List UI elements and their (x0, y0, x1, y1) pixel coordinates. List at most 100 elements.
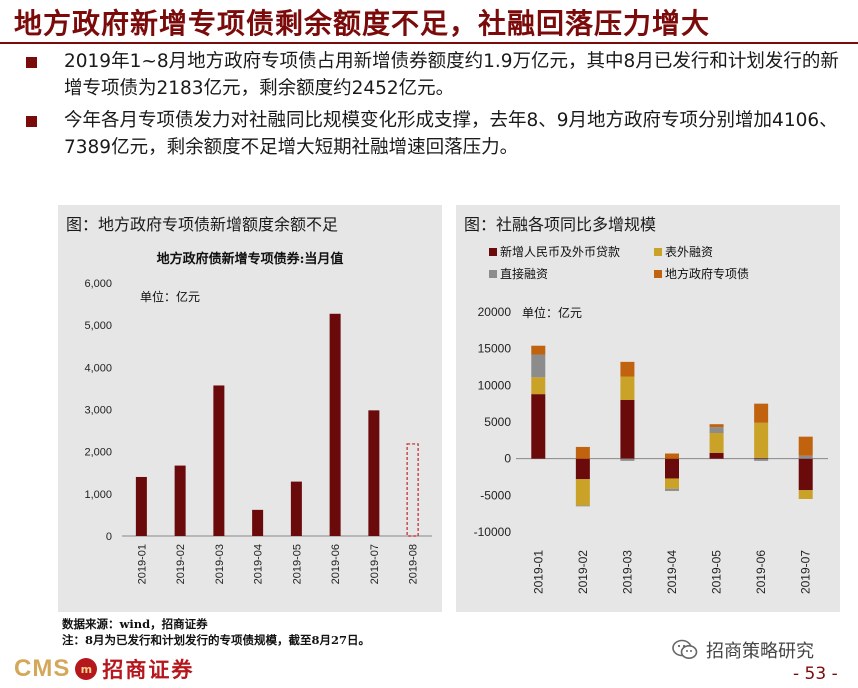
x-tick-label: 2019-06 (754, 550, 768, 594)
y-tick-label: 3,000 (84, 405, 112, 417)
bar-segment-2019-02-2 (575, 505, 590, 507)
bullet-text: 今年各月专项债发力对社融同比规模变化形成支撑，去年8、9月地方政府专项分别增加4… (64, 110, 838, 158)
bar-segment-2019-03-1 (620, 376, 635, 400)
bar-segment-2019-03-2 (620, 458, 635, 461)
bar-segment-2019-07-3 (798, 436, 813, 456)
bar-segment-2019-06-0 (754, 457, 769, 459)
bar-segment-2019-05-0 (709, 452, 724, 459)
chart-title: 地方政府债新增专项债券:当月值 (157, 251, 344, 267)
wechat-account: 招商策略研究 (672, 638, 814, 662)
x-tick-label: 2019-04 (665, 550, 679, 594)
x-tick-label: 2019-02 (175, 544, 187, 584)
y-tick-label: -5000 (480, 488, 511, 502)
bar-segment-2019-04-2 (665, 488, 679, 491)
bullet-list: 2019年1~8月地方政府专项债占用新增债券额度约1.9万亿元，其中8月已发行和… (22, 48, 842, 166)
bar-segment-2019-05-1 (709, 433, 724, 453)
bar-segment-2019-04-0 (665, 458, 679, 479)
bullet-text: 2019年1~8月地方政府专项债占用新增债券额度约1.9万亿元，其中8月已发行和… (64, 51, 839, 99)
bar-2019-04 (252, 509, 264, 536)
legend-swatch (654, 248, 662, 256)
bar-segment-2019-04-3 (665, 453, 679, 459)
x-tick-label: 2019-07 (369, 544, 381, 584)
bar-segment-2019-03-3 (620, 361, 635, 377)
x-tick-label: 2019-03 (214, 544, 226, 584)
bar-segment-2019-06-3 (754, 403, 769, 423)
bar-segment-2019-05-2 (709, 427, 724, 433)
y-tick-label: 5000 (484, 415, 511, 429)
unit-label: 单位：亿元 (522, 305, 582, 320)
left-panel-title: 图：地方政府专项债新增额度余额不足 (66, 215, 339, 234)
logo-chinese-text: 招商证券 (102, 657, 195, 682)
y-tick-label: -10000 (474, 525, 512, 539)
company-logo: CMS m 招商证券 (14, 654, 194, 684)
unit-label: 单位：亿元 (140, 289, 200, 304)
bar-2019-03 (213, 385, 225, 536)
bar-segment-2019-07-1 (798, 490, 813, 499)
bar-2019-08 (406, 443, 419, 537)
bar-segment-2019-04-1 (665, 478, 679, 489)
page-title: 地方政府新增专项债剩余额度不足，社融回落压力增大 (14, 7, 711, 40)
legend-swatch (654, 270, 662, 278)
logo-cms-text: CMS (14, 655, 71, 682)
y-tick-label: 6,000 (84, 278, 112, 290)
x-tick-label: 2019-03 (620, 550, 634, 594)
x-tick-label: 2019-07 (799, 550, 813, 594)
bullet-item-1: 2019年1~8月地方政府专项债占用新增债券额度约1.9万亿元，其中8月已发行和… (22, 48, 842, 102)
y-tick-label: 4,000 (84, 362, 112, 374)
bar-segment-2019-07-0 (798, 458, 813, 491)
y-tick-label: 15000 (478, 342, 512, 356)
x-tick-label: 2019-01 (531, 550, 545, 594)
right-panel-title: 图：社融各项同比多增规模 (464, 215, 657, 234)
bar-2019-02 (174, 465, 186, 536)
bar-segment-2019-01-0 (531, 394, 546, 459)
page-number: - 53 - (793, 664, 838, 684)
legend-label: 地方政府专项债 (665, 266, 749, 281)
y-tick-label: 0 (504, 452, 511, 466)
bar-2019-07 (368, 410, 380, 536)
logo-mark-icon: m (75, 658, 98, 680)
x-tick-label: 2019-04 (253, 544, 265, 584)
left-chart-panel: 地方政府债新增专项债券:当月值单位：亿元 0 1,000 2,000 3,000 4,00… (58, 205, 442, 612)
bar-segment-2019-01-1 (531, 377, 546, 395)
bar-segment-2019-07-2 (798, 455, 813, 459)
bar-2019-05 (290, 481, 302, 536)
bar-segment-2019-02-3 (575, 446, 590, 459)
bar-2019-01 (135, 476, 147, 536)
bar-segment-2019-05-3 (709, 424, 724, 428)
y-tick-label: 10000 (478, 378, 512, 392)
title-divider (0, 42, 858, 44)
x-tick-label: 2019-05 (710, 550, 724, 594)
chart-notes: 数据来源：wind，招商证券 注：8月为已发行和计划发行的专项债规模，截至8月2… (62, 616, 370, 648)
wechat-account-name: 招商策略研究 (706, 641, 814, 662)
footnote: 注：8月为已发行和计划发行的专项债规模，截至8月27日。 (62, 633, 371, 647)
data-source: 数据来源：wind，招商证券 (62, 617, 208, 631)
y-tick-label: 1,000 (84, 489, 112, 501)
x-tick-label: 2019-01 (136, 544, 148, 584)
bar-segment-2019-06-2 (754, 458, 769, 461)
bullet-square-icon (26, 57, 37, 68)
bar-segment-2019-02-1 (575, 479, 590, 506)
right-chart-panel: 新增人民币及外币贷款 表外融资直接融资 地方政府专项债单位：亿元 -10000 -500… (456, 205, 840, 612)
legend-label: 直接融资 (500, 266, 548, 281)
bar-segment-2019-02-0 (575, 458, 590, 480)
wechat-icon (672, 639, 698, 659)
y-tick-label: 0 (106, 531, 112, 543)
bar-segment-2019-01-3 (531, 345, 546, 355)
bar-segment-2019-06-1 (754, 422, 769, 458)
legend-label: 表外融资 (665, 245, 713, 259)
bar-segment-2019-01-2 (531, 354, 546, 378)
legend-swatch (489, 248, 497, 256)
legend-swatch (489, 270, 497, 278)
bullet-square-icon (26, 116, 37, 127)
bullet-item-2: 今年各月专项债发力对社融同比规模变化形成支撑，去年8、9月地方政府专项分别增加4… (22, 107, 842, 161)
bar-segment-2019-03-0 (620, 400, 635, 459)
y-tick-label: 20000 (478, 305, 512, 319)
legend-label: 新增人民币及外币贷款 (500, 244, 620, 259)
x-tick-label: 2019-02 (576, 550, 590, 594)
bar-2019-06 (329, 313, 341, 536)
y-tick-label: 2,000 (84, 447, 112, 459)
x-tick-label: 2019-06 (330, 544, 342, 584)
x-tick-label: 2019-08 (408, 544, 420, 584)
